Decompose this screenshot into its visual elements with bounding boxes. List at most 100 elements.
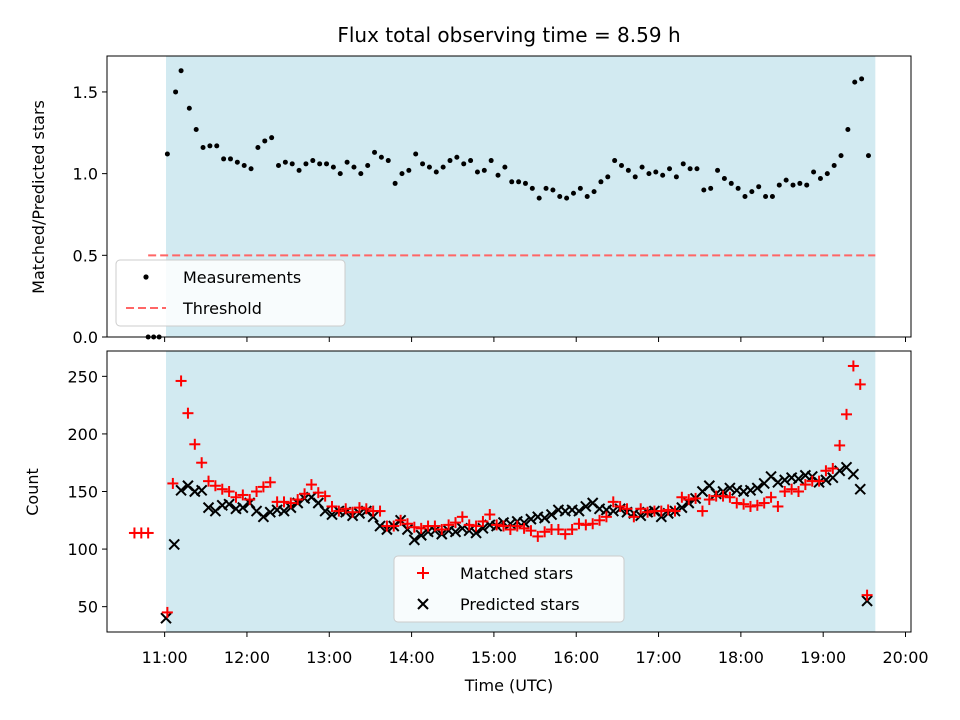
- measurement-point: [330, 164, 336, 170]
- measurement-points: [145, 68, 871, 340]
- matched-star-point: [552, 524, 564, 536]
- measurement-point: [591, 189, 597, 195]
- predicted-star-point: [779, 474, 791, 486]
- measurement-point: [776, 182, 782, 188]
- matched-star-point: [347, 506, 359, 518]
- measurement-point: [859, 76, 865, 82]
- measurement-point: [164, 151, 170, 157]
- x-tick-label: 15:00: [471, 648, 517, 667]
- matched-star-point: [847, 360, 859, 372]
- measurement-point: [763, 194, 769, 199]
- measurement-point: [564, 195, 570, 201]
- measurement-point: [516, 179, 522, 185]
- predicted-star-point: [264, 506, 276, 518]
- top-legend: Measurements Threshold: [115, 259, 346, 327]
- matched-star-point: [827, 462, 839, 474]
- matched-star-point: [408, 521, 420, 533]
- top-y-tick-label: 1.5: [73, 83, 98, 102]
- matched-star-point: [203, 475, 215, 487]
- measurement-point: [186, 105, 192, 111]
- x-tick-label: 20:00: [882, 648, 928, 667]
- matched-star-point: [813, 475, 825, 487]
- x-tick-label: 14:00: [389, 648, 435, 667]
- predicted-star-point: [847, 468, 860, 480]
- matched-star-point: [765, 491, 777, 503]
- predicted-star-point: [463, 524, 475, 537]
- measurement-point: [413, 151, 419, 157]
- bottom-legend-box: [393, 555, 625, 623]
- measurement-point: [831, 162, 837, 168]
- matched-star-point: [573, 518, 585, 530]
- predicted-star-point: [820, 474, 832, 486]
- predicted-star-point: [223, 498, 235, 510]
- measurement-point: [715, 167, 721, 173]
- measurement-point: [310, 158, 316, 164]
- top-y-tick-label: 0.5: [73, 246, 98, 265]
- measurement-point: [474, 169, 480, 175]
- predicted-star-point: [545, 508, 558, 521]
- measurement-point: [728, 180, 734, 186]
- measurement-point: [317, 161, 323, 167]
- measurement-point: [385, 158, 391, 164]
- predicted-star-point: [257, 511, 270, 523]
- predicted-star-point: [854, 483, 866, 495]
- matched-star-point: [319, 490, 331, 502]
- measurement-point: [667, 166, 673, 172]
- matched-star-point: [532, 530, 544, 542]
- chart-title: Flux total observing time = 8.59 h: [337, 23, 680, 47]
- matched-star-point: [738, 498, 750, 510]
- predicted-star-point: [573, 505, 585, 517]
- measurement-point: [481, 167, 487, 173]
- predicted-star-point: [477, 522, 489, 535]
- predicted-star-point: [607, 505, 619, 517]
- measurement-point: [234, 159, 240, 165]
- matched-star-point: [142, 527, 154, 539]
- measurement-point: [584, 194, 590, 199]
- measurement-point: [742, 194, 748, 199]
- measurement-point: [865, 153, 871, 159]
- measurement-point: [646, 171, 652, 177]
- matched-star-point: [312, 487, 324, 499]
- matched-star-point: [340, 503, 352, 515]
- measurement-point: [178, 68, 184, 74]
- matched-star-point: [285, 497, 297, 509]
- measurement-point: [536, 195, 542, 201]
- matched-star-point: [353, 502, 365, 514]
- measurement-point: [276, 162, 282, 168]
- bottom-y-tick-label: 150: [67, 483, 98, 502]
- bottom-y-tick-label: 250: [67, 367, 98, 386]
- matched-star-point: [251, 486, 263, 497]
- measurement-point: [653, 169, 659, 175]
- predicted-star-point: [401, 523, 414, 536]
- matched-star-point: [189, 438, 201, 450]
- matched-star-point: [724, 491, 736, 503]
- predicted-star-point: [415, 529, 427, 541]
- predicted-star-point: [751, 482, 764, 494]
- measurement-point: [262, 138, 268, 144]
- measurement-point: [454, 154, 460, 160]
- predicted-star-point: [449, 526, 462, 538]
- measurement-point: [200, 144, 206, 150]
- measurement-point: [639, 164, 645, 170]
- matched-star-point: [580, 519, 592, 531]
- measurement-point: [221, 156, 227, 162]
- predicted-star-point: [470, 527, 482, 539]
- measurement-point: [399, 171, 405, 177]
- measurement-point: [756, 184, 762, 190]
- measurement-point: [673, 174, 679, 180]
- matched-star-point: [614, 500, 626, 512]
- matched-star-point: [834, 439, 846, 451]
- predicted-star-point: [792, 473, 805, 485]
- predicted-star-point: [772, 476, 784, 488]
- measurement-point: [426, 164, 432, 170]
- x-tick-label: 17:00: [635, 648, 681, 667]
- measurement-point: [543, 185, 549, 191]
- measurement-point: [227, 156, 233, 162]
- measurement-point: [550, 187, 556, 193]
- measurement-point: [790, 182, 796, 188]
- measurement-point: [255, 144, 261, 150]
- measurement-point: [173, 89, 179, 95]
- matched-star-point: [182, 407, 194, 419]
- matched-star-point: [237, 489, 249, 501]
